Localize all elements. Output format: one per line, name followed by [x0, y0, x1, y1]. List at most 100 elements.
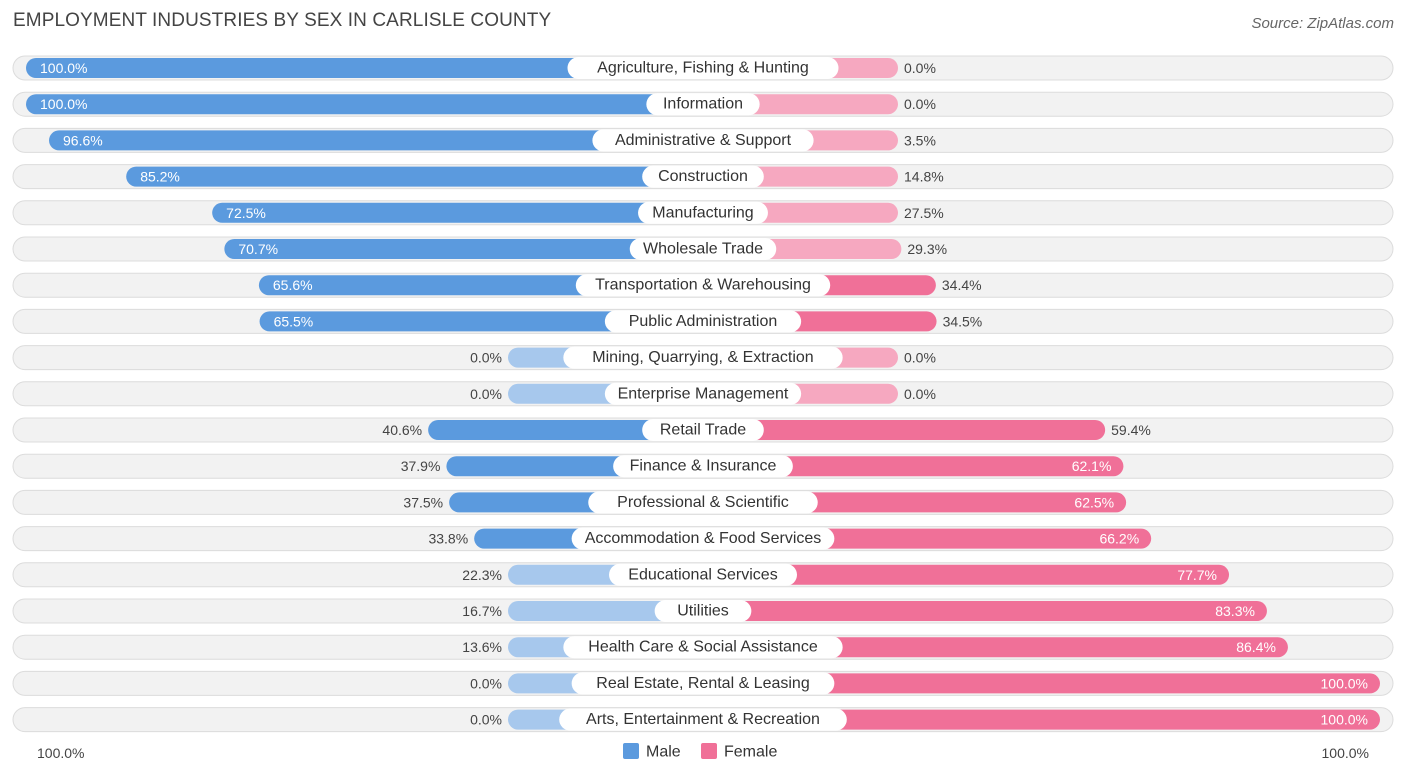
bar-female	[703, 637, 1288, 658]
category-label: Mining, Quarrying, & Extraction	[592, 349, 813, 366]
male-value-label: 96.6%	[63, 132, 103, 148]
female-value-label: 14.8%	[904, 169, 944, 185]
chart-row: Wholesale Trade 70.7% 29.3%	[12, 236, 1394, 262]
chart-row: Administrative & Support 96.6% 3.5%	[12, 127, 1394, 153]
male-value-label: 0.0%	[470, 675, 502, 691]
male-value-label: 65.5%	[274, 313, 314, 329]
male-value-label: 100.0%	[40, 96, 87, 112]
male-value-label: 72.5%	[226, 205, 266, 221]
axis-right-label: 100.0%	[1322, 745, 1369, 761]
chart-row: Enterprise Management 0.0% 0.0%	[12, 381, 1394, 407]
category-label: Manufacturing	[652, 204, 753, 221]
female-value-label: 3.5%	[904, 132, 936, 148]
category-label: Arts, Entertainment & Recreation	[586, 711, 820, 728]
bar-female	[703, 709, 1380, 730]
male-value-label: 16.7%	[462, 603, 502, 619]
chart-row: Agriculture, Fishing & Hunting 100.0% 0.0%	[12, 55, 1394, 81]
male-value-label: 85.2%	[140, 169, 180, 185]
legend-female-label: Female	[724, 744, 777, 761]
bar-male	[26, 94, 703, 115]
male-value-label: 70.7%	[238, 241, 278, 257]
category-label: Health Care & Social Assistance	[588, 639, 818, 656]
category-label: Administrative & Support	[615, 132, 792, 149]
category-label-pill	[571, 672, 835, 695]
female-value-label: 86.4%	[1236, 639, 1276, 655]
bar-female	[703, 456, 1124, 477]
category-label-pill	[609, 563, 797, 586]
category-label-pill	[642, 165, 764, 188]
bar-male	[259, 311, 703, 332]
bar-female	[703, 564, 1230, 585]
female-value-label: 62.5%	[1074, 494, 1114, 510]
female-value-label: 62.1%	[1072, 458, 1112, 474]
category-label-pill	[604, 310, 802, 333]
category-label: Utilities	[677, 603, 729, 620]
chart-row: Construction 85.2% 14.8%	[12, 164, 1394, 190]
female-value-label: 77.7%	[1177, 567, 1217, 583]
chart-row: Transportation & Warehousing 65.6% 34.4%	[12, 272, 1394, 298]
chart-row: Information 100.0% 0.0%	[12, 91, 1394, 117]
female-value-label: 0.0%	[904, 60, 936, 76]
category-label-pill	[575, 274, 831, 297]
female-value-label: 83.3%	[1215, 603, 1255, 619]
legend-male-label: Male	[646, 744, 681, 761]
bar-female	[703, 601, 1267, 621]
female-value-label: 66.2%	[1099, 531, 1139, 547]
category-label: Transportation & Warehousing	[595, 277, 811, 294]
category-label-pill	[571, 527, 835, 550]
female-value-label: 100.0%	[1321, 712, 1368, 728]
bar-male	[49, 130, 703, 151]
category-label: Public Administration	[629, 313, 778, 330]
female-value-label: 59.4%	[1111, 422, 1151, 438]
female-value-label: 0.0%	[904, 386, 936, 402]
category-label-pill	[646, 93, 760, 116]
bar-male	[224, 239, 703, 259]
chart-axis: 100.0% 100.0%	[37, 745, 1369, 761]
category-label: Information	[663, 96, 743, 113]
bar-male	[212, 202, 704, 223]
female-value-label: 0.0%	[904, 350, 936, 366]
category-label: Real Estate, Rental & Leasing	[596, 675, 809, 692]
category-label-pill	[638, 201, 768, 224]
axis-left-label: 100.0%	[37, 745, 84, 761]
female-value-label: 27.5%	[904, 205, 944, 221]
bar-male	[126, 166, 704, 187]
chart-row: Finance & Insurance 37.9% 62.1%	[12, 453, 1394, 479]
male-value-label: 100.0%	[40, 60, 87, 76]
bar-male	[428, 420, 703, 440]
category-label-pill	[588, 491, 818, 514]
category-label-pill	[563, 346, 843, 369]
legend-female-swatch	[701, 743, 717, 759]
category-label-pill	[604, 382, 802, 405]
category-label-pill	[654, 600, 752, 622]
category-label: Agriculture, Fishing & Hunting	[597, 60, 809, 77]
category-label: Enterprise Management	[618, 385, 789, 402]
category-label: Construction	[658, 168, 748, 185]
male-value-label: 0.0%	[470, 712, 502, 728]
category-label: Retail Trade	[660, 422, 746, 439]
chart-row: Public Administration 65.5% 34.5%	[12, 308, 1394, 334]
male-value-label: 0.0%	[470, 350, 502, 366]
chart-row: Professional & Scientific 37.5% 62.5%	[12, 489, 1394, 515]
category-label: Professional & Scientific	[617, 494, 789, 511]
category-label-pill	[559, 708, 847, 731]
category-label: Accommodation & Food Services	[585, 530, 822, 547]
chart-row: Utilities 16.7% 83.3%	[12, 598, 1394, 624]
female-value-label: 0.0%	[904, 96, 936, 112]
chart-row: Retail Trade 40.6% 59.4%	[12, 417, 1394, 443]
male-value-label: 13.6%	[462, 639, 502, 655]
male-value-label: 40.6%	[382, 422, 422, 438]
category-label-pill	[567, 57, 839, 79]
female-value-label: 34.4%	[942, 277, 982, 293]
chart-row: Arts, Entertainment & Recreation 0.0% 100.…	[12, 707, 1394, 733]
category-label-pill	[563, 636, 843, 659]
chart-rows: Agriculture, Fishing & Hunting 100.0% 0.0%…	[12, 55, 1394, 733]
chart-row: Health Care & Social Assistance 13.6% 86.4…	[12, 634, 1394, 660]
chart-row: Educational Services 22.3% 77.7%	[12, 562, 1394, 588]
male-value-label: 65.6%	[273, 277, 313, 293]
source-credit: Source: ZipAtlas.com	[1251, 15, 1394, 32]
category-label: Educational Services	[628, 566, 777, 583]
bar-male	[508, 601, 703, 621]
category-label-pill	[642, 419, 764, 441]
